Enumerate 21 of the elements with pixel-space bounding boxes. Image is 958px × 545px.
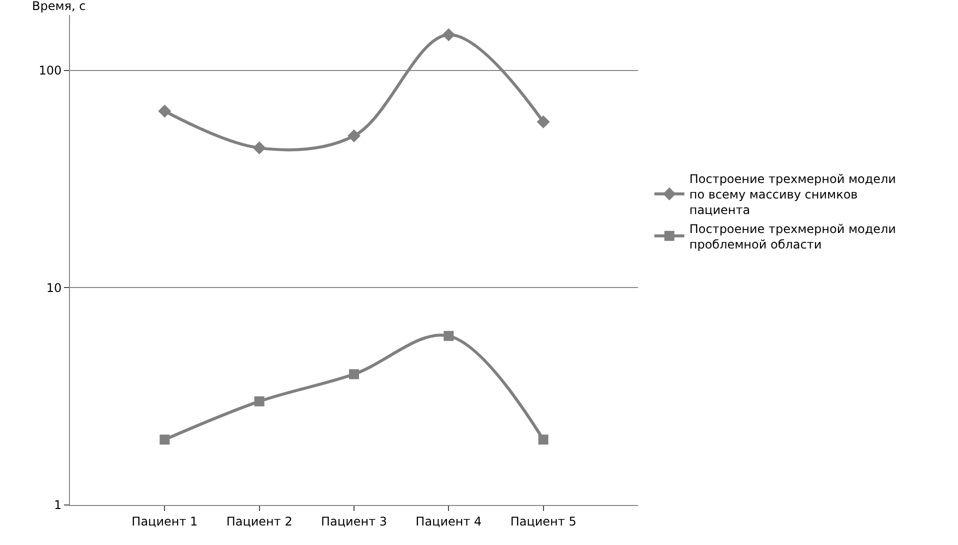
point: [349, 369, 359, 380]
y-tick-label: 100: [38, 64, 62, 78]
x-tick-label: Пациент 3: [320, 514, 388, 528]
legend-label: Построение трехмерной модели проблемной области: [689, 222, 896, 252]
point: [160, 434, 170, 445]
point: [536, 115, 550, 128]
x-tick-label: Пациент 2: [226, 514, 292, 528]
y-tick-label: 10: [46, 280, 62, 295]
point: [442, 28, 456, 42]
y-axis-title: Время, с: [32, 0, 86, 13]
point: [254, 396, 264, 406]
point: [538, 434, 548, 445]
x-tick-label: Пациент 4: [416, 514, 482, 528]
x-tick-label: Пациент 5: [510, 514, 576, 528]
point: [444, 330, 454, 341]
legend-label: Построение трехмерной модели по всему массиву снимков пациента: [689, 172, 896, 218]
point: [348, 129, 360, 142]
point: [158, 104, 172, 118]
y-tick-label: 1: [54, 498, 62, 512]
point: [252, 141, 266, 154]
x-tick-label: Пациент 1: [132, 514, 198, 528]
